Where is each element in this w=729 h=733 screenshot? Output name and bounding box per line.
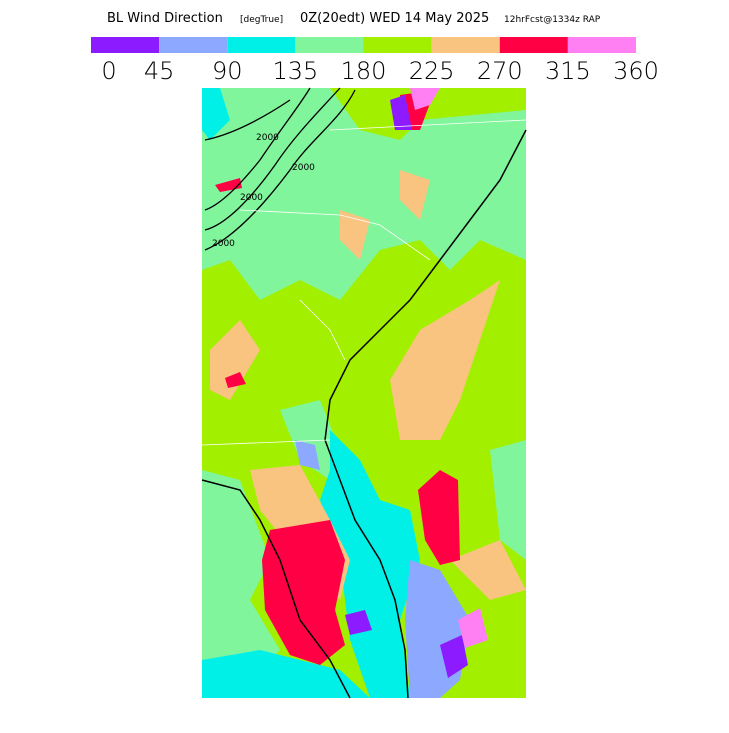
colorbar-segment [295,37,364,53]
region [400,170,430,220]
colorbar-segment [227,37,296,53]
region [202,650,370,698]
region [295,440,320,470]
region [490,440,526,560]
region [345,610,372,635]
region [210,320,260,400]
contour-label: 2000 [256,133,279,143]
region [390,95,412,130]
colorbar-tick-label: 225 [409,57,455,85]
borders [201,119,527,446]
colorbar-tick-label: 90 [212,57,243,85]
forecast: 12hrFcst@1334z RAP [504,15,601,25]
colorbar-segment [91,37,160,53]
region [262,520,345,665]
region [320,430,420,698]
colorbar-tick-label: 45 [144,57,175,85]
colorbar-segment [159,37,228,53]
colorbar-segment [567,37,636,53]
colorbar-tick-label: 360 [613,57,659,85]
colorbar-tick-label: 0 [101,57,116,85]
region [450,540,526,600]
region [440,635,468,678]
region [390,280,500,440]
region [458,608,488,648]
valid-time: 0Z(20edt) WED 14 May 2025 [300,11,489,26]
colorbar-segment [499,37,568,53]
region [418,470,460,565]
colorbar-tick-label: 180 [341,57,387,85]
coastline [201,129,527,699]
units: [degTrue] [240,15,283,25]
contour-label: 2000 [292,163,315,173]
map: 2000 2000 2000 2000 [201,87,527,699]
region [202,88,526,300]
region [202,88,230,140]
colorbar-tick-label: 270 [477,57,523,85]
colorbar-tick-label: 315 [545,57,591,85]
contours [204,87,356,251]
region [410,88,440,110]
contour-label: 2000 [240,193,263,203]
region [225,372,246,388]
region [340,210,370,260]
colorbar-segment [431,37,500,53]
colorbar-segment [363,37,432,53]
contour-label: 2000 [212,239,235,249]
colorbar-tick-label: 135 [272,57,318,85]
title: BL Wind Direction [107,11,223,26]
colorbar: 0 45 90 135 180 225 270 315 360 [91,37,659,85]
region [202,470,280,690]
